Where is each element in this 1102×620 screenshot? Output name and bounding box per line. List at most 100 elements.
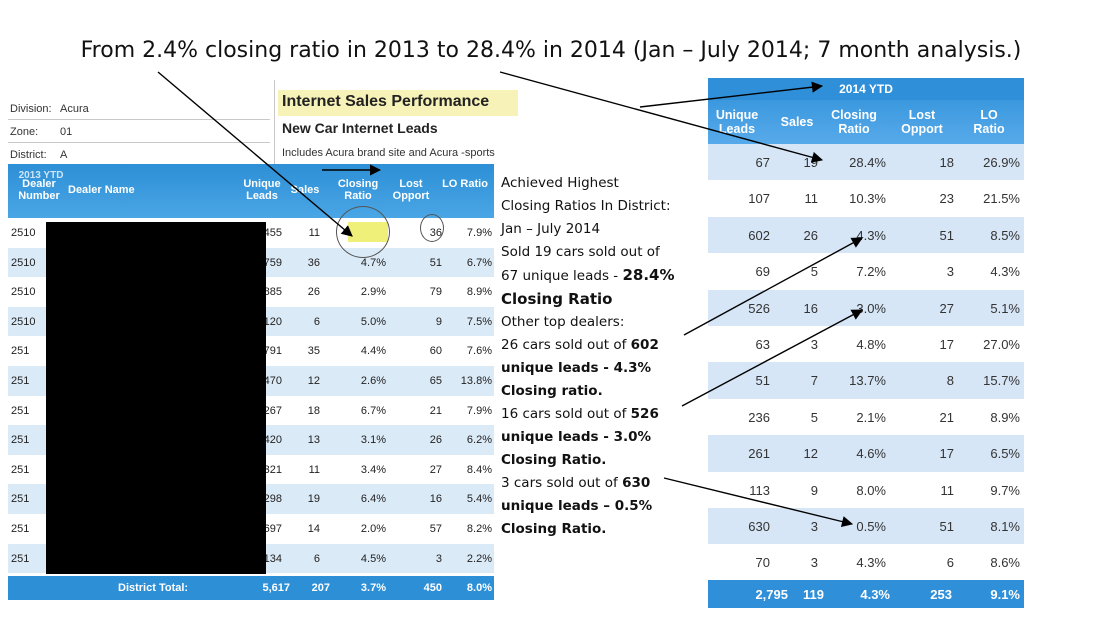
zone-value: 01 bbox=[60, 126, 73, 138]
lo-ratio-cell: 7.9% bbox=[466, 227, 492, 239]
lo-ratio-cell: 5.4% bbox=[466, 493, 492, 506]
annotation-line: Closing Ratio. bbox=[501, 452, 607, 468]
table-row: 526 16 3.0% 27 5.1% bbox=[708, 289, 1024, 326]
closing-ratio-cell: 10.3% bbox=[849, 191, 886, 207]
sales-cell: 6 bbox=[313, 315, 320, 328]
lost-opport-cell: 9 bbox=[435, 315, 442, 328]
table-row: 63 3 4.8% 17 27.0% bbox=[708, 326, 1024, 362]
closing-ratio-cell: 4.3% bbox=[856, 227, 886, 243]
annotation-emphasis: 526 bbox=[630, 406, 659, 422]
closing-ratio-cell: 4.4% bbox=[360, 345, 386, 358]
annotation-text-part: 67 unique leads - bbox=[501, 268, 623, 284]
zone-row: Zone: 01 bbox=[10, 126, 72, 138]
unique-leads-cell: 236 bbox=[748, 409, 770, 425]
header-lost-opport: Lost Opport bbox=[392, 178, 430, 202]
closing-ratio-cell: 13.7% bbox=[849, 373, 886, 389]
table-row: 70 3 4.3% 6 8.6% bbox=[708, 544, 1024, 580]
annotation-line: 67 unique leads - 28.4% bbox=[501, 264, 701, 288]
circle-mark bbox=[336, 206, 390, 258]
table-row: 2510 885 26 2.9% 79 8.9% bbox=[8, 277, 494, 307]
closing-ratio-cell: 4.5% bbox=[360, 552, 386, 565]
header-dealer-number: Dealer Number bbox=[18, 178, 60, 202]
lo-ratio-cell: 15.7% bbox=[983, 373, 1020, 389]
lo-ratio-cell: 6.5% bbox=[990, 446, 1020, 462]
sales-cell: 26 bbox=[803, 227, 818, 243]
lo-ratio-cell: 8.9% bbox=[990, 409, 1020, 425]
dealer-number-cell: 2510 bbox=[11, 227, 36, 239]
lo-ratio-cell: 8.1% bbox=[990, 519, 1020, 534]
table-row: 51 7 13.7% 8 15.7% bbox=[708, 362, 1024, 399]
dealer-number-cell: 251 bbox=[11, 375, 30, 387]
annotation-emphasis: 28.4% bbox=[622, 266, 675, 284]
lo-ratio-cell: 13.8% bbox=[460, 375, 492, 387]
annotation-emphasis: 630 bbox=[622, 475, 651, 491]
lo-ratio-cell: 8.4% bbox=[466, 463, 492, 476]
lost-opport-cell: 51 bbox=[429, 256, 442, 269]
divider bbox=[8, 142, 270, 143]
closing-ratio-cell: 4.8% bbox=[856, 337, 886, 352]
total-sales: 207 bbox=[311, 582, 330, 594]
dealer-number-cell: 251 bbox=[11, 404, 30, 417]
sales-cell: 18 bbox=[307, 404, 320, 417]
lo-ratio-cell: 8.6% bbox=[990, 555, 1020, 571]
lost-opport-cell: 6 bbox=[946, 555, 954, 571]
unique-leads-cell: 120 bbox=[263, 315, 282, 328]
table-header: 2013 YTD Dealer Number Dealer Name Uniqu… bbox=[8, 164, 494, 218]
sales-cell: 5 bbox=[810, 264, 818, 280]
unique-leads-cell: 791 bbox=[263, 345, 282, 358]
lost-opport-cell: 27 bbox=[939, 300, 954, 316]
sales-cell: 11 bbox=[308, 227, 320, 239]
divider bbox=[8, 119, 270, 120]
lo-ratio-cell: 21.5% bbox=[983, 191, 1020, 207]
lost-opport-cell: 57 bbox=[429, 523, 442, 535]
closing-ratio-cell: 4.6% bbox=[856, 446, 886, 462]
lost-opport-cell: 60 bbox=[429, 345, 442, 358]
table-header: Unique Leads Sales Closing Ratio Lost Op… bbox=[708, 100, 1024, 144]
annotation-line: 26 cars sold out of 602 bbox=[501, 334, 701, 357]
annotation-text-part: 3 cars sold out of bbox=[501, 475, 623, 491]
table-row: 69 5 7.2% 3 4.3% bbox=[708, 253, 1024, 289]
division-value: Acura bbox=[60, 103, 89, 115]
ytd-label: 2013 YTD bbox=[18, 170, 64, 181]
lost-opport-cell: 11 bbox=[940, 482, 955, 498]
closing-ratio-cell: 2.0% bbox=[360, 523, 386, 535]
header-sales: Sales bbox=[780, 115, 814, 129]
table-2014-ytd: 2014 YTD Unique Leads Sales Closing Rati… bbox=[708, 78, 1024, 608]
closing-ratio-cell: 28.4% bbox=[849, 155, 886, 170]
report-subtitle: New Car Internet Leads bbox=[282, 120, 438, 136]
unique-leads-cell: 267 bbox=[263, 404, 282, 417]
divider bbox=[274, 80, 275, 164]
lost-opport-cell: 79 bbox=[429, 286, 442, 299]
lo-ratio-cell: 7.9% bbox=[466, 404, 492, 417]
total-sales: 119 bbox=[803, 587, 824, 602]
lo-ratio-cell: 5.1% bbox=[990, 300, 1020, 316]
sales-cell: 9 bbox=[810, 482, 818, 498]
ytd-2014-title: 2014 YTD bbox=[708, 78, 1024, 100]
unique-leads-cell: 67 bbox=[755, 155, 770, 170]
sales-cell: 7 bbox=[810, 373, 818, 389]
sales-cell: 3 bbox=[810, 337, 818, 352]
unique-leads-cell: 113 bbox=[749, 482, 770, 498]
sales-cell: 19 bbox=[307, 493, 320, 506]
lost-opport-cell: 18 bbox=[939, 155, 954, 170]
lost-opport-cell: 51 bbox=[939, 519, 954, 534]
report-note: Includes Acura brand site and Acura -spo… bbox=[282, 147, 495, 159]
unique-leads-cell: 63 bbox=[755, 337, 770, 352]
sales-cell: 35 bbox=[307, 345, 320, 358]
annotation-line: 3 cars sold out of 630 bbox=[501, 472, 701, 495]
header-dealer-name: Dealer Name bbox=[68, 184, 135, 196]
closing-ratio-cell: 8.0% bbox=[856, 482, 886, 498]
sales-cell: 16 bbox=[803, 300, 818, 316]
district-total-row: District Total: 5,617 207 3.7% 450 8.0% bbox=[8, 576, 494, 600]
dealer-number-cell: 2510 bbox=[11, 256, 36, 269]
closing-ratio-cell: 0.5% bbox=[856, 519, 886, 534]
total-lo: 8.0% bbox=[466, 582, 492, 594]
unique-leads-cell: 69 bbox=[755, 264, 770, 280]
sales-cell: 11 bbox=[308, 463, 320, 476]
unique-leads-cell: 107 bbox=[748, 191, 770, 207]
annotation-line: Closing Ratio. bbox=[501, 521, 607, 537]
annotation-line: Other top dealers: bbox=[501, 314, 625, 330]
total-leads: 2,795 bbox=[755, 587, 788, 602]
lost-opport-cell: 8 bbox=[946, 373, 954, 389]
closing-ratio-cell: 6.7% bbox=[360, 404, 386, 417]
